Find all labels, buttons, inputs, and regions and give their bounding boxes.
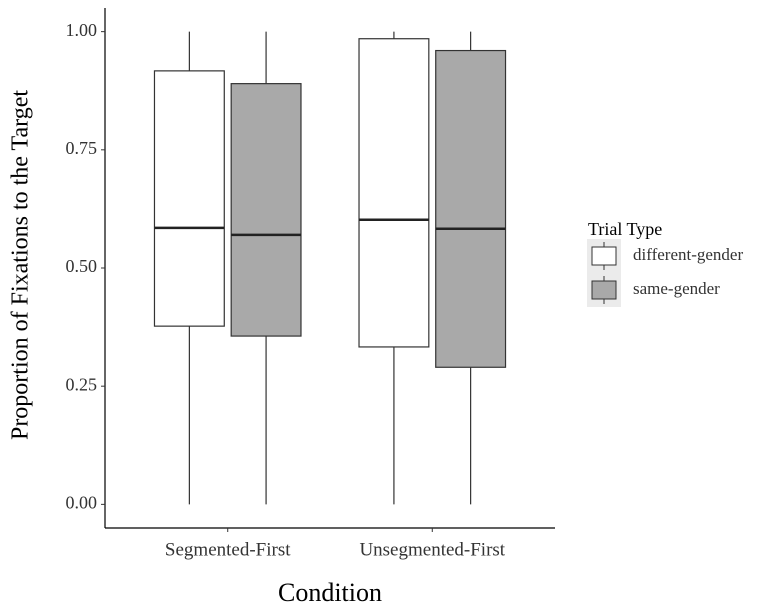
y-tick-label: 0.00 (66, 492, 98, 512)
y-tick-label: 0.75 (66, 138, 98, 158)
y-tick-label: 1.00 (66, 20, 98, 40)
box (153, 70, 225, 327)
legend-label: same-gender (633, 279, 720, 298)
legend-key (591, 246, 617, 266)
legend-title: Trial Type (588, 219, 662, 239)
box (230, 83, 302, 337)
x-tick-label: Segmented-First (165, 539, 291, 560)
x-axis-title: Condition (278, 578, 382, 607)
box (435, 49, 507, 368)
y-tick-label: 0.50 (66, 256, 98, 276)
legend-key (591, 280, 617, 300)
legend-label: different-gender (633, 245, 743, 264)
x-tick-label: Unsegmented-First (359, 539, 505, 560)
box (358, 38, 430, 348)
y-axis-title: Proportion of Fixations to the Target (8, 90, 34, 440)
y-tick-label: 0.25 (66, 374, 98, 394)
